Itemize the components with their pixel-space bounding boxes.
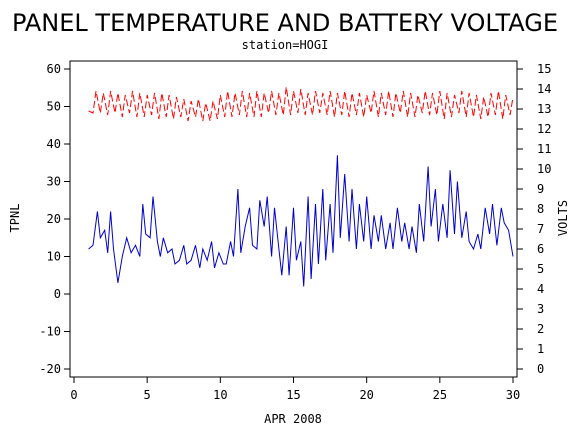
y-right-axis-label: VOLTS [556,200,570,236]
tpnl-series-line [88,155,514,287]
volts-series-line [88,86,514,122]
y-left-tick-label: 20 [47,212,61,226]
x-tick-label: 30 [506,388,520,402]
y-right-tick-label: 3 [537,302,544,316]
y-left-axis: -20 -10 0 10 20 30 40 50 60 [39,62,70,376]
y-left-tick-label: -20 [39,362,61,376]
y-right-tick-label: 6 [537,242,544,256]
x-axis: 0 5 10 15 20 25 30 [70,377,520,402]
y-left-tick-label: 50 [47,100,61,114]
y-left-tick-label: 40 [47,137,61,151]
y-right-tick-label: 15 [537,62,551,76]
y-right-tick-label: 14 [537,82,551,96]
y-left-tick-label: 60 [47,62,61,76]
x-tick-label: 10 [213,388,227,402]
y-left-axis-label: TPNL [8,204,22,233]
y-right-tick-label: 7 [537,222,544,236]
x-tick-label: 0 [70,388,77,402]
chart-title: PANEL TEMPERATURE AND BATTERY VOLTAGE [12,9,558,37]
x-axis-label: APR 2008 [264,412,322,426]
y-left-tick-label: -10 [39,325,61,339]
x-tick-label: 20 [359,388,373,402]
x-tick-label: 15 [286,388,300,402]
y-right-tick-label: 5 [537,262,544,276]
y-right-tick-label: 4 [537,282,544,296]
x-tick-label: 25 [433,388,447,402]
y-right-tick-label: 1 [537,342,544,356]
y-left-tick-label: 10 [47,250,61,264]
y-right-tick-label: 12 [537,122,551,136]
y-left-tick-label: 0 [54,287,61,301]
y-left-tick-label: 30 [47,175,61,189]
y-right-tick-label: 0 [537,362,544,376]
y-right-tick-label: 10 [537,162,551,176]
y-right-tick-label: 2 [537,322,544,336]
y-right-tick-label: 9 [537,182,544,196]
chart-subtitle: station=HOGI [242,38,329,52]
x-tick-label: 5 [144,388,151,402]
y-right-tick-label: 13 [537,102,551,116]
series-layer [88,86,514,287]
y-right-tick-label: 8 [537,202,544,216]
y-right-tick-label: 11 [537,142,551,156]
